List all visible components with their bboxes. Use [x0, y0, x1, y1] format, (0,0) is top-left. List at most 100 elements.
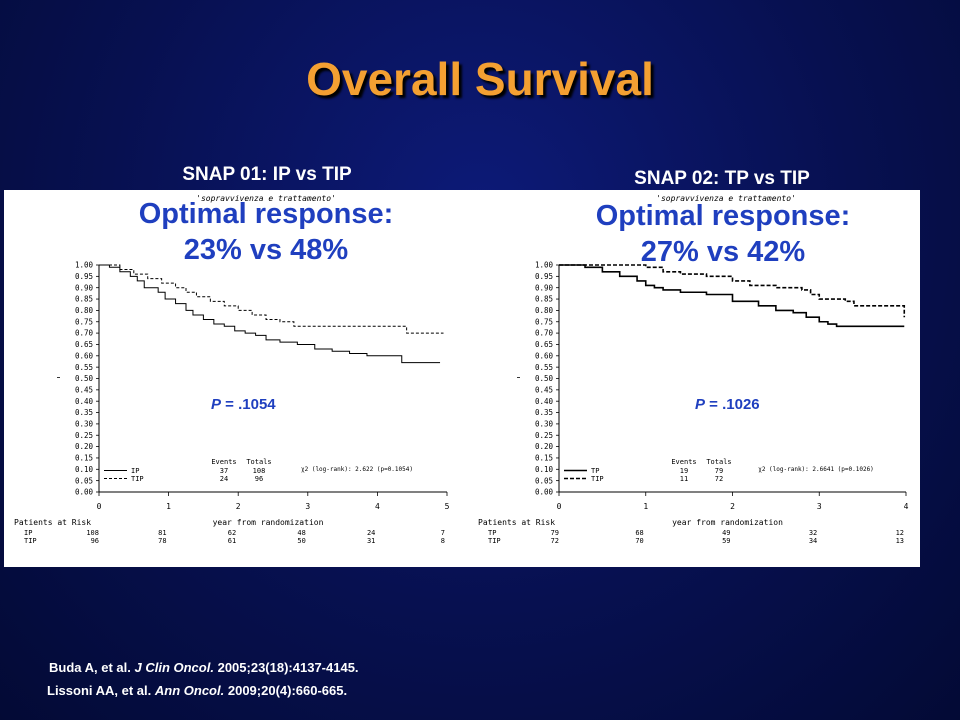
y-tick-label: 0.60: [535, 351, 554, 360]
y-tick-label: 0.00: [75, 488, 94, 497]
risk-value: 70: [635, 537, 643, 545]
y-tick-label: 0.25: [535, 431, 553, 440]
risk-row-name: TIP: [488, 537, 501, 545]
risk-value: 48: [297, 529, 305, 537]
risk-value: 78: [158, 537, 166, 545]
survival-curve-tip: [559, 264, 906, 318]
figure-panel: 'sopravvivenza e trattamento' 0.00 0.05 0.1…: [4, 190, 920, 567]
y-tick-label: 0.70: [535, 329, 554, 338]
snap01-response-line1: Optimal response:: [138, 198, 394, 230]
snap02-response-line1: Optimal response:: [595, 200, 851, 232]
snap01-p-label: P: [211, 396, 222, 413]
snap01-p-value: P = .1054: [211, 396, 276, 413]
y-tick-label: 0.35: [535, 408, 553, 417]
risk-row-name: TIP: [24, 537, 37, 545]
y-tick-label: 0.45: [535, 385, 553, 394]
risk-value: 81: [158, 529, 166, 537]
x-tick-label: 2: [236, 502, 241, 511]
logrank-test: χ2 (log-rank): 2.622 (p=0.1054): [301, 466, 413, 473]
survival-curve-tip: [99, 264, 444, 334]
citation-2-ref: 2009;20(4):660-665.: [227, 683, 348, 698]
y-tick-label: 0.65: [75, 340, 93, 349]
risk-value: 12: [896, 529, 904, 537]
risk-value: 96: [91, 537, 99, 545]
x-tick-label: 1: [166, 502, 171, 511]
risk-value: 31: [367, 537, 375, 545]
legend-name: TIP: [131, 475, 144, 483]
citation-1: Buda A, et al. J Clin Oncol. 2005;23(18)…: [49, 660, 359, 675]
y-tick-label: 0.50: [75, 374, 94, 383]
legend-events: 24: [220, 475, 228, 483]
y-tick-label: 0.80: [535, 306, 554, 315]
risk-row-name: IP: [24, 529, 32, 537]
survival-curve-ip: [99, 264, 441, 364]
y-tick-label: 0.80: [75, 306, 94, 315]
y-tick-label: 0.90: [535, 283, 554, 292]
risk-value: 108: [86, 529, 99, 537]
legend-name: IP: [131, 467, 139, 475]
y-tick-label: 0.70: [75, 329, 94, 338]
risk-value: 34: [809, 537, 817, 545]
risk-value: 72: [551, 537, 559, 545]
survival-curve-tp: [559, 264, 905, 328]
y-tick-label: 0.60: [75, 351, 94, 360]
y-tick-label: 0.15: [75, 454, 93, 463]
risk-value: 49: [722, 529, 730, 537]
x-axis-label: year from randomization: [213, 518, 324, 527]
risk-value: 32: [809, 529, 817, 537]
risk-value: 7: [441, 529, 445, 537]
risk-value: 59: [722, 537, 730, 545]
risk-value: 8: [441, 537, 445, 545]
snap02-heading: SNAP 02: TP vs TIP: [634, 168, 810, 189]
legend-totals: 108: [253, 467, 266, 475]
risk-value: 61: [228, 537, 236, 545]
y-tick-label: 0.65: [535, 340, 553, 349]
y-tick-label: 0.85: [75, 295, 93, 304]
y-tick-label: 0.75: [535, 317, 553, 326]
citation-2: Lissoni AA, et al. Ann Oncol. 2009;20(4)…: [47, 683, 347, 698]
legend-events-header: Events: [211, 458, 236, 466]
y-tick-label: 1.00: [535, 261, 554, 270]
y-tick-label: 0.05: [75, 476, 93, 485]
x-tick-label: 2: [730, 502, 735, 511]
snap02-response-line2: 27% vs 42%: [640, 236, 806, 268]
snap01-response-line2: 23% vs 48%: [183, 234, 349, 266]
km-chart-snap01: 'sopravvivenza e trattamento' 0.00 0.05 0.1…: [14, 194, 450, 545]
y-tick-label: 0.10: [75, 465, 94, 474]
legend-totals-header: Totals: [706, 458, 731, 466]
y-tick-label: 0.55: [75, 363, 93, 372]
legend-totals-header: Totals: [246, 458, 271, 466]
snap01-p-number: = .1054: [221, 396, 276, 413]
risk-value: 24: [367, 529, 375, 537]
y-tick-label: 0.95: [535, 272, 553, 281]
slide-title: Overall Survival: [306, 53, 654, 105]
figure-caption: 'sopravvivenza e trattamento': [656, 194, 796, 203]
x-tick-label: 1: [643, 502, 648, 511]
citation-1-ref: 2005;23(18):4137-4145.: [217, 660, 359, 675]
y-tick-label: 0.30: [75, 420, 94, 429]
risk-row-name: TP: [488, 529, 496, 537]
legend-totals: 96: [255, 475, 263, 483]
snap02-p-value: P = .1026: [695, 396, 760, 413]
y-tick-label: 0.90: [75, 283, 94, 292]
legend-events: 19: [680, 467, 688, 475]
y-tick-label: 0.15: [535, 454, 553, 463]
figure-caption: 'sopravvivenza e trattamento': [196, 194, 336, 203]
snap02-p-number: = .1026: [705, 396, 760, 413]
y-tick-label: 0.35: [75, 408, 93, 417]
y-tick-label: 0.30: [535, 420, 554, 429]
y-tick-label: 0.45: [75, 385, 93, 394]
citation-1-journal: J Clin Oncol.: [134, 660, 214, 675]
x-tick-label: 4: [904, 502, 909, 511]
y-tick-label: 0.25: [75, 431, 93, 440]
legend-name: TP: [591, 467, 599, 475]
y-tick-label: 0.05: [535, 476, 553, 485]
y-tick-label: 0.75: [75, 317, 93, 326]
y-tick-label: 0.40: [75, 397, 94, 406]
y-tick-label: 0.20: [75, 442, 94, 451]
legend-name: TIP: [591, 475, 604, 483]
y-tick-label: 0.95: [75, 272, 93, 281]
y-tick-label: 0.40: [535, 397, 554, 406]
x-tick-label: 4: [375, 502, 380, 511]
y-tick-label: 0.50: [535, 374, 554, 383]
